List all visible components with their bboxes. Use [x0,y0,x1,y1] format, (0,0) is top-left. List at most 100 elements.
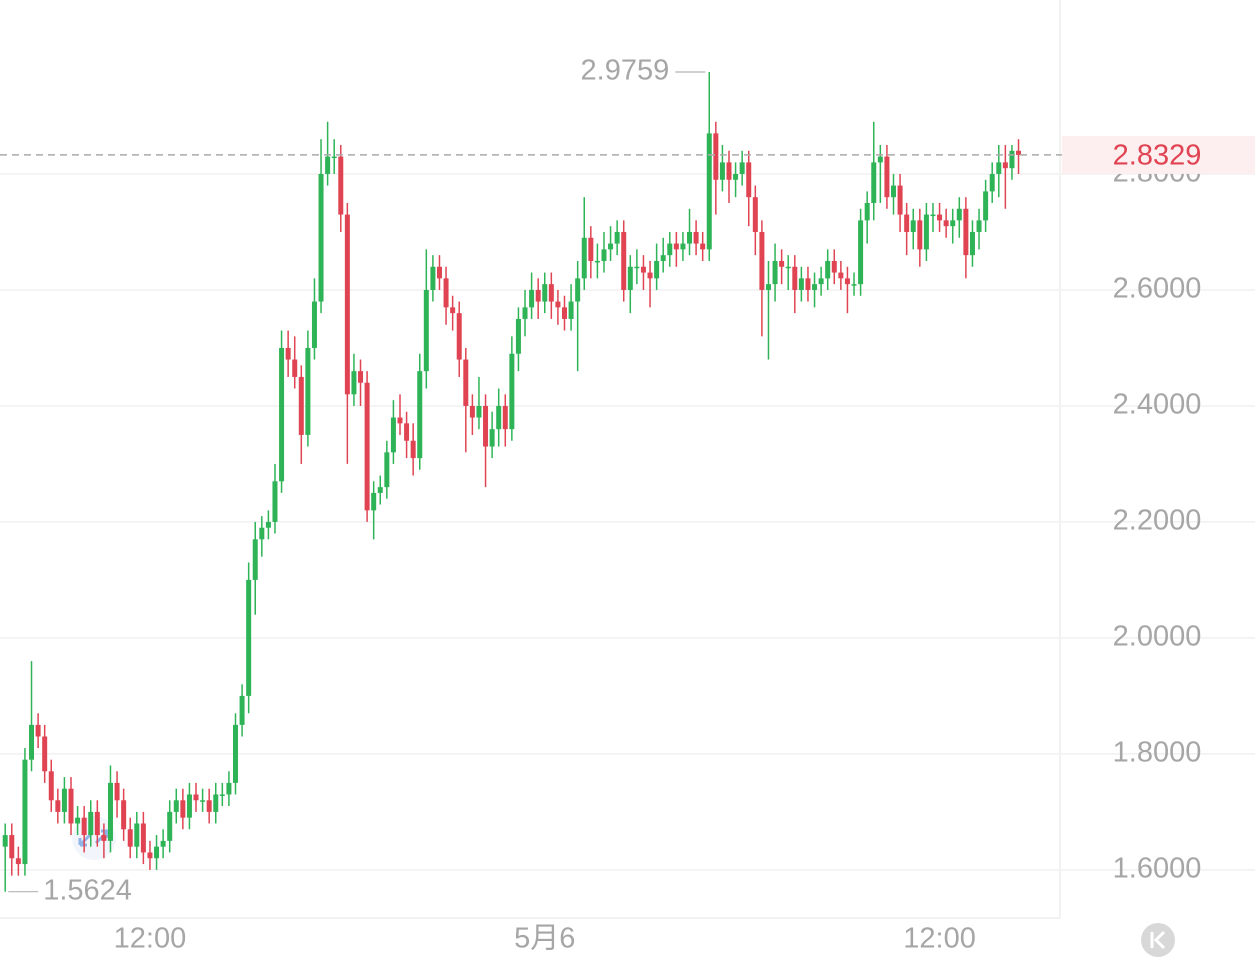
candle-body [305,347,311,435]
candle-body [35,724,41,737]
candle-body [719,162,725,180]
candle-body [608,243,614,250]
candle-body [509,353,515,430]
candle-body [298,376,304,435]
candle-body [575,278,581,302]
candle-body [996,162,1002,174]
candle-body [765,284,771,290]
candle-body [713,133,719,180]
candle-body [318,173,324,302]
candle-body [627,266,633,290]
candle-body [351,371,357,395]
candle-body [891,185,896,198]
candle-body [325,156,331,174]
candle-body [390,417,396,453]
candle-body [706,133,712,250]
candle-body [851,284,857,286]
candle-body [733,173,739,180]
candle-body [858,220,864,285]
y-tick-label: 2.0000 [1113,621,1202,653]
candle-body [818,278,824,285]
candle-body [640,266,646,273]
candle-body [726,162,732,180]
candle-body [358,371,364,383]
candle-body [1002,162,1008,169]
candle-body [88,811,94,836]
candle-body [1009,150,1015,169]
candle-body [285,347,291,360]
last-price-box [1062,135,1255,174]
candle-body [739,162,745,174]
x-tick-label: 12:00 [903,923,976,955]
candle-body [673,243,679,250]
candle-body [200,800,206,802]
y-tick-label: 2.6000 [1113,273,1202,305]
candle-body [969,231,975,256]
candle-body [752,197,758,232]
candle-body [81,817,87,836]
candle-body [29,724,35,760]
candle-body [48,771,54,801]
candle-body [15,858,21,865]
candle-body [515,318,521,354]
candle-body [660,255,666,261]
candle-body [107,782,113,841]
candle-body [423,289,429,372]
candle-body [950,220,956,227]
candle-body [871,162,877,203]
candle-body [371,492,377,511]
candle-body [246,579,252,696]
candle-body [476,405,482,418]
candle-body [233,724,238,783]
candle-body [884,156,890,198]
min-label: 1.5624 [43,874,132,906]
last-price-label: 2.8329 [1113,140,1202,172]
candle-body [923,214,929,250]
candle-body [75,817,81,824]
candle-body [436,266,442,279]
candle-body [193,794,199,801]
candle-body [581,237,587,279]
candle-body [779,260,785,267]
candle-body [522,307,528,319]
candle-body [897,185,903,215]
y-tick-label: 1.6000 [1113,853,1202,885]
candle-body [917,220,923,250]
y-tick-label: 2.4000 [1113,389,1202,421]
candle-body [838,272,844,279]
candle-body [844,278,850,285]
candle-body [621,231,627,290]
candle-body [956,208,962,221]
candle-body [910,220,916,232]
candle-body [219,794,225,796]
candle-body [463,359,469,406]
candle-body [568,301,574,319]
k-button[interactable] [1141,923,1175,957]
candle-body [377,487,383,493]
y-tick-label: 2.2000 [1113,505,1202,537]
x-tick-label: 5月6 [514,923,575,955]
candle-body [654,260,660,279]
candle-body [311,301,317,348]
candle-body [535,289,541,302]
candle-body [963,208,969,256]
candle-body [252,539,258,580]
candle-body [404,423,410,441]
candle-body [502,405,508,430]
candle-body [798,278,804,290]
candle-body [667,243,673,256]
candle-body [292,359,298,377]
candle-body [588,237,594,261]
candle-body [456,313,462,360]
candle-body [759,231,765,290]
candle-body [160,840,166,847]
candle-body [9,835,15,859]
candle-body [134,823,140,847]
candle-body [272,481,278,522]
candle-body [226,782,232,795]
candle-body [943,220,949,227]
candle-body [430,266,436,290]
candle-body [489,429,495,447]
candle-body [614,231,620,244]
candle-body [331,156,337,159]
